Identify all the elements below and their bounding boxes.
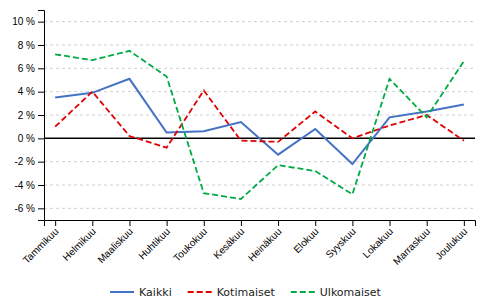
x-tick: Helmikuu	[60, 220, 97, 263]
y-tick: -6 %	[14, 203, 44, 214]
grid-line	[44, 185, 475, 186]
y-tick-mark	[38, 22, 44, 23]
grid-line	[44, 21, 475, 22]
y-tick-label: -2 %	[14, 156, 35, 167]
y-tick: 4 %	[18, 86, 44, 97]
x-tick-label: Toukokuu	[171, 226, 209, 264]
y-tick-label: 0 %	[18, 133, 35, 144]
legend: Kaikki Kotimaiset Ulkomaiset	[110, 286, 382, 299]
y-tick-label: -6 %	[14, 203, 35, 214]
y-tick: 8 %	[18, 40, 44, 51]
x-tick-label: Syyskuu	[323, 226, 358, 261]
x-tick: Huhtikuu	[136, 220, 172, 261]
x-tick: Marraskuu	[391, 220, 432, 267]
x-tick-mark	[352, 220, 353, 226]
x-tick: Kesäkuu	[211, 220, 246, 261]
grid-line	[44, 68, 475, 69]
x-tick-mark	[129, 220, 130, 226]
x-tick-label: Kesäkuu	[211, 226, 246, 261]
x-tick-mark	[278, 220, 279, 226]
y-tick-mark	[38, 208, 44, 209]
legend-item: Kaikki	[110, 286, 172, 299]
x-tick-mark	[241, 220, 242, 226]
series-line	[55, 91, 464, 148]
grid-line	[44, 208, 475, 209]
x-tick-label: Maaliskuu	[95, 226, 135, 266]
x-tick-label: Heinäkuu	[246, 226, 284, 264]
x-tick: Joulukuu	[433, 220, 469, 262]
y-tick: 2 %	[18, 110, 44, 121]
y-tick: 10 %	[12, 16, 44, 27]
x-tick-mark	[55, 220, 56, 226]
legend-item: Ulkomaiset	[291, 286, 382, 299]
y-tick-label: 8 %	[18, 40, 35, 51]
lines	[55, 51, 464, 199]
x-tick-label: Elokuu	[291, 226, 320, 255]
y-tick-label: 10 %	[12, 16, 35, 27]
x-tick-mark	[390, 220, 391, 226]
x-axis-line	[45, 221, 476, 227]
x-tick-label: Huhtikuu	[136, 226, 172, 262]
x-tick-mark	[167, 220, 168, 226]
y-tick: 6 %	[18, 63, 44, 74]
y-tick: 0 %	[18, 133, 44, 144]
grid-line	[44, 45, 475, 46]
legend-swatch	[110, 291, 134, 293]
x-tick: Maaliskuu	[95, 220, 135, 265]
y-tick-mark	[38, 115, 44, 116]
y-axis-line	[38, 11, 45, 221]
x-tick: Syyskuu	[323, 220, 358, 260]
x-axis: TammikuuHelmikuuMaaliskuuHuhtikuuToukoku…	[21, 220, 476, 267]
series-line	[55, 51, 464, 199]
x-tick: Heinäkuu	[246, 220, 284, 263]
x-tick-mark	[315, 220, 316, 226]
x-tick-label: Marraskuu	[391, 226, 432, 267]
y-tick-label: -4 %	[14, 180, 35, 191]
x-tick-mark	[427, 220, 428, 226]
y-tick-label: 2 %	[18, 110, 35, 121]
x-tick-mark	[464, 220, 465, 226]
y-tick-mark	[38, 45, 44, 46]
grid-line	[44, 161, 475, 162]
chart-svg: -6 %-4 %-2 %0 %2 %4 %6 %8 %10 %TammikuuH…	[0, 0, 491, 302]
grid	[44, 22, 475, 209]
x-tick-label: Lokakuu	[360, 226, 395, 261]
y-tick-mark	[38, 68, 44, 69]
x-tick-label: Joulukuu	[433, 226, 469, 262]
legend-item: Kotimaiset	[188, 286, 276, 299]
chart-container: -6 %-4 %-2 %0 %2 %4 %6 %8 %10 %TammikuuH…	[0, 0, 491, 302]
legend-label: Ulkomaiset	[320, 286, 382, 299]
y-tick-mark	[38, 185, 44, 186]
y-tick: -4 %	[14, 180, 44, 191]
x-tick-label: Helmikuu	[60, 226, 97, 263]
x-tick: Toukokuu	[171, 220, 209, 264]
x-tick: Tammikuu	[21, 220, 61, 266]
y-axis: -6 % -4 % -2 % 0 % 2 % 4 % 6 % 8 % 10 %	[12, 11, 44, 221]
legend-label: Kotimaiset	[217, 286, 276, 299]
x-tick: Elokuu	[291, 220, 320, 255]
x-tick-mark	[92, 220, 93, 226]
x-tick-mark	[204, 220, 205, 226]
legend-swatch	[291, 291, 315, 293]
x-tick: Lokakuu	[360, 220, 395, 260]
x-tick-label: Tammikuu	[21, 226, 61, 266]
grid-line	[44, 91, 475, 92]
legend-swatch	[188, 291, 212, 293]
y-tick-mark	[38, 92, 44, 93]
y-tick-mark	[38, 162, 44, 163]
y-tick: -2 %	[14, 156, 44, 167]
y-tick-label: 6 %	[18, 63, 35, 74]
legend-label: Kaikki	[139, 286, 172, 299]
y-tick-mark	[38, 138, 44, 139]
y-tick-label: 4 %	[18, 86, 35, 97]
plot-area: -6 %-4 %-2 %0 %2 %4 %6 %8 %10 %TammikuuH…	[12, 11, 475, 267]
